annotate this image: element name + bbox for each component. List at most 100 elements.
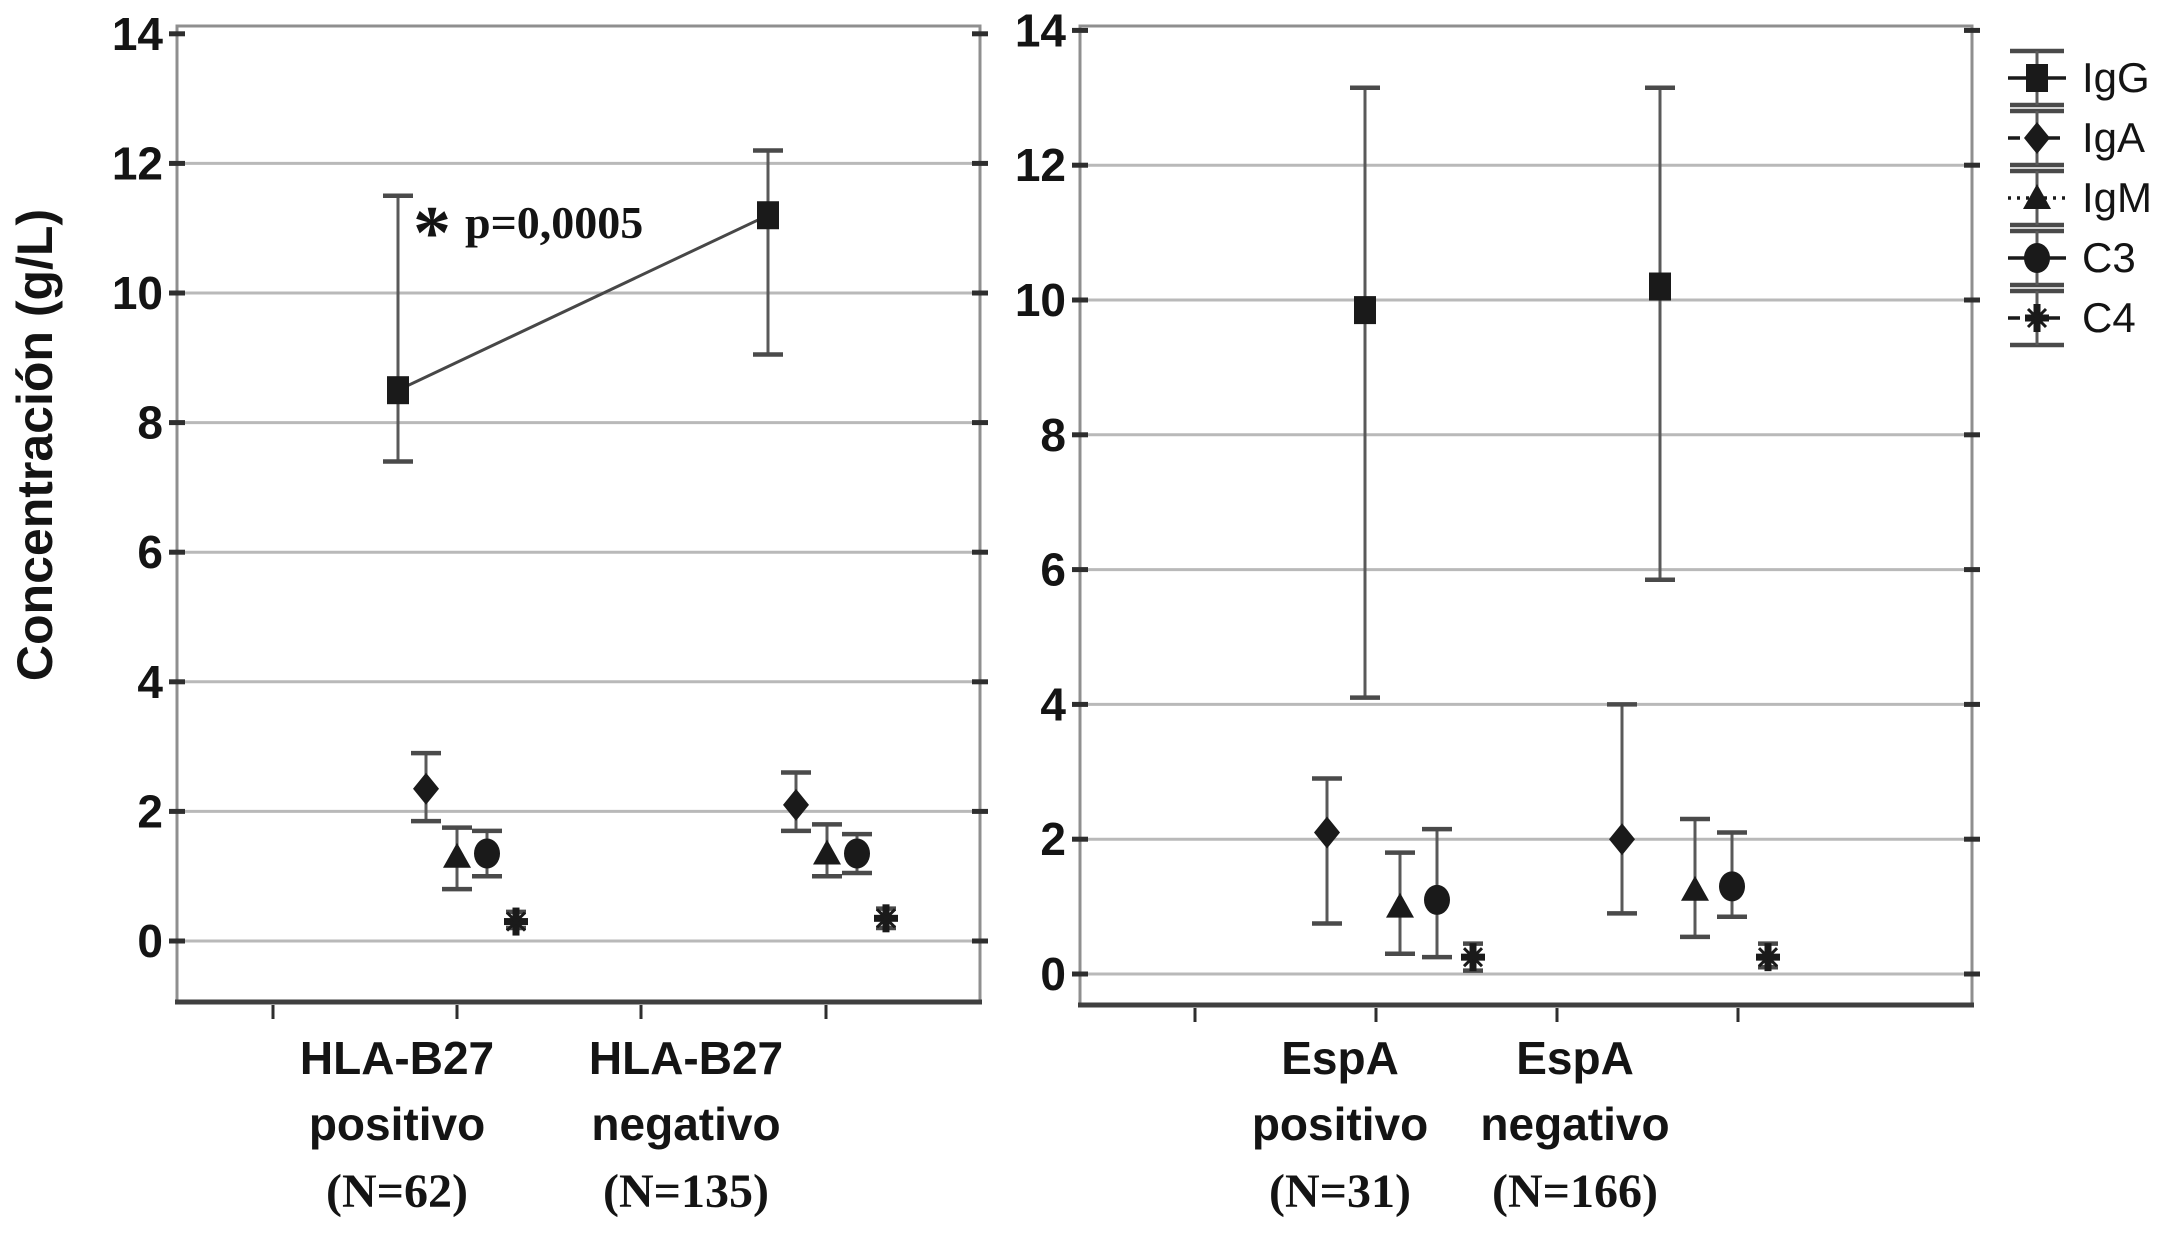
category-label: positivo — [1252, 1098, 1428, 1150]
category-label: (N=31) — [1269, 1165, 1411, 1218]
y-tick — [1072, 567, 1088, 573]
y-tick-label: 0 — [1040, 948, 1066, 1000]
error-bar — [753, 148, 783, 357]
y-tick-label: 6 — [1040, 544, 1066, 596]
legend-square-marker-icon — [2026, 64, 2048, 92]
y-tick — [972, 160, 988, 166]
panel-espa: 14 12 10 8 6 4 2 0 EspA positivo (N=31) EspA negativ… — [1015, 4, 1980, 1218]
legend-label: C4 — [2082, 294, 2136, 341]
data-point-IgG — [387, 376, 409, 405]
category-label: HLA-B27 — [300, 1032, 494, 1084]
legend-triangle-marker-icon — [2023, 184, 2051, 209]
category-label: positivo — [309, 1098, 485, 1150]
y-tick — [972, 31, 988, 37]
legend-diamond-marker-icon — [2024, 122, 2050, 154]
data-point-C4 — [1461, 943, 1485, 972]
data-point-C3 — [844, 838, 870, 869]
error-bar — [1350, 85, 1380, 700]
data-point-IgG — [757, 201, 779, 230]
legend-entry-c4: C4 — [2008, 288, 2136, 348]
legend-entry-igg: IgG — [2008, 48, 2150, 108]
y-tick — [169, 679, 185, 685]
category-label: (N=62) — [326, 1165, 468, 1218]
y-tick — [1072, 27, 1088, 33]
data-point-IgM — [1386, 892, 1414, 918]
data-point-IgM — [813, 839, 841, 865]
significance-line — [397, 213, 769, 392]
category-label: (N=135) — [603, 1165, 769, 1218]
y-tick-label: 4 — [137, 656, 163, 708]
legend-entry-c3: C3 — [2008, 228, 2136, 288]
data-point-C3 — [474, 838, 500, 869]
data-point-IgG — [1649, 272, 1671, 301]
error-bar — [383, 193, 413, 464]
category-label: negativo — [591, 1098, 780, 1150]
data-point-IgM — [443, 842, 471, 868]
error-bar — [1312, 776, 1342, 926]
legend-label: IgG — [2082, 54, 2150, 101]
legend-entry-igm: IgM — [2008, 168, 2152, 228]
panel-border — [1078, 24, 1974, 1007]
legend-entry-iga: IgA — [2008, 108, 2145, 168]
significance-star: * — [413, 191, 451, 275]
y-tick — [169, 938, 185, 944]
y-axis-title: Concentración (g/L) — [7, 209, 63, 681]
data-point-IgG — [1354, 296, 1376, 325]
y-tick-label: 8 — [1040, 409, 1066, 461]
y-tick — [169, 420, 185, 426]
y-tick — [1964, 162, 1980, 168]
y-tick — [1072, 297, 1088, 303]
legend-asterisk-marker-icon — [2025, 304, 2049, 332]
y-tick-label: 10 — [1015, 274, 1066, 326]
y-tick-label: 14 — [112, 8, 164, 60]
y-tick — [1072, 432, 1088, 438]
y-tick-label: 10 — [112, 267, 163, 319]
legend: IgG IgA IgM C3 C4 — [2008, 48, 2152, 348]
error-bar — [1645, 85, 1675, 582]
y-tick-label: 8 — [137, 397, 163, 449]
data-point-IgA — [413, 772, 439, 805]
y-tick — [169, 549, 185, 555]
category-label: (N=166) — [1492, 1165, 1658, 1218]
category-label: EspA — [1281, 1032, 1399, 1084]
y-tick — [1964, 701, 1980, 707]
panels: 14 12 10 8 6 4 2 0 HLA-B27 positivo (N=62) HLA-B27 n… — [112, 4, 1980, 1218]
y-tick-label: 2 — [1040, 813, 1066, 865]
y-tick-label: 4 — [1040, 678, 1066, 730]
y-tick — [169, 160, 185, 166]
y-tick — [169, 31, 185, 37]
y-tick — [972, 808, 988, 814]
p-value-label: p=0,0005 — [465, 197, 643, 248]
y-tick-label: 14 — [1015, 4, 1067, 56]
y-tick — [1072, 971, 1088, 977]
y-tick — [972, 938, 988, 944]
category-label: EspA — [1516, 1032, 1634, 1084]
panel-hla-b27: 14 12 10 8 6 4 2 0 HLA-B27 positivo (N=62) HLA-B27 n… — [112, 8, 988, 1218]
y-tick — [169, 290, 185, 296]
legend-circle-marker-icon — [2024, 243, 2050, 273]
y-tick-label: 12 — [1015, 139, 1066, 191]
y-tick — [1072, 701, 1088, 707]
y-tick-label: 6 — [137, 526, 163, 578]
data-point-IgA — [1609, 823, 1635, 856]
data-point-C4 — [1756, 943, 1780, 972]
y-tick — [1072, 162, 1088, 168]
data-point-C4 — [874, 904, 898, 933]
y-tick — [169, 808, 185, 814]
y-tick — [1964, 297, 1980, 303]
legend-label: IgM — [2082, 174, 2152, 221]
data-point-C3 — [1719, 871, 1745, 902]
y-tick — [1964, 567, 1980, 573]
data-point-IgM — [1681, 875, 1709, 901]
category-label: HLA-B27 — [589, 1032, 783, 1084]
data-point-IgA — [1314, 816, 1340, 849]
y-tick-label: 0 — [137, 915, 163, 967]
category-label: negativo — [1480, 1098, 1669, 1150]
y-tick-label: 2 — [137, 785, 163, 837]
y-tick — [972, 679, 988, 685]
data-point-IgA — [783, 788, 809, 821]
data-point-C3 — [1424, 884, 1450, 915]
y-tick — [1072, 836, 1088, 842]
